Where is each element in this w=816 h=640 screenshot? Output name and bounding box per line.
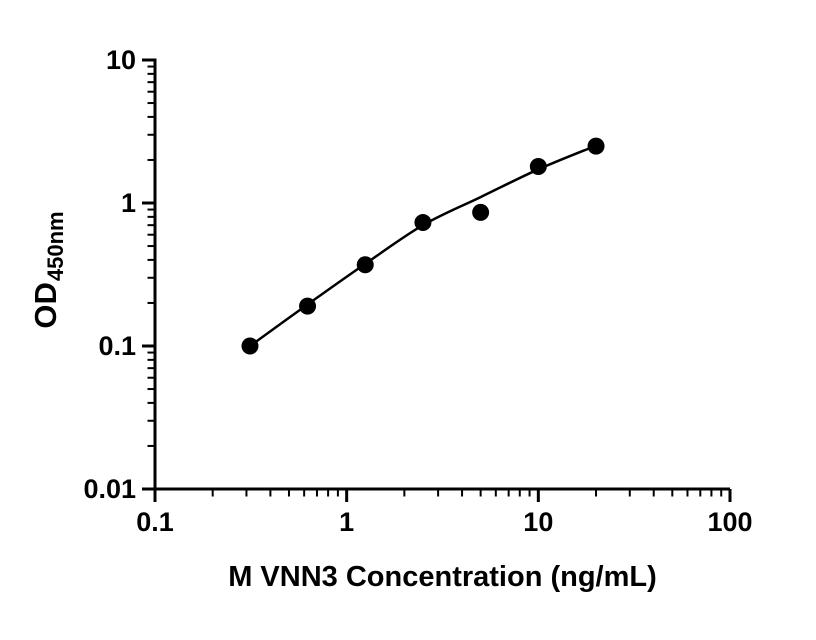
x-tick-label: 10 (523, 507, 553, 537)
x-tick-label: 1 (339, 507, 354, 537)
y-tick-label: 0.1 (98, 331, 136, 361)
y-tick-label: 10 (106, 45, 136, 75)
data-point (414, 214, 432, 232)
data-point (356, 256, 374, 274)
y-tick-label: 1 (121, 188, 136, 218)
data-point (299, 297, 317, 315)
x-tick-label: 0.1 (136, 507, 174, 537)
data-point (529, 157, 547, 175)
y-axis-title: OD450nm (28, 211, 68, 329)
y-tick-label: 0.01 (83, 474, 136, 504)
data-point (241, 337, 259, 355)
axes-spine (153, 58, 730, 491)
fit-curve (249, 144, 597, 348)
data-point (472, 203, 490, 221)
data-point (587, 137, 605, 155)
x-axis-title: M VNN3 Concentration (ng/mL) (228, 561, 657, 593)
y-axis-title-subscript: 450nm (43, 211, 68, 282)
x-tick-label: 100 (707, 507, 752, 537)
y-axis-title-main: OD (28, 282, 63, 329)
